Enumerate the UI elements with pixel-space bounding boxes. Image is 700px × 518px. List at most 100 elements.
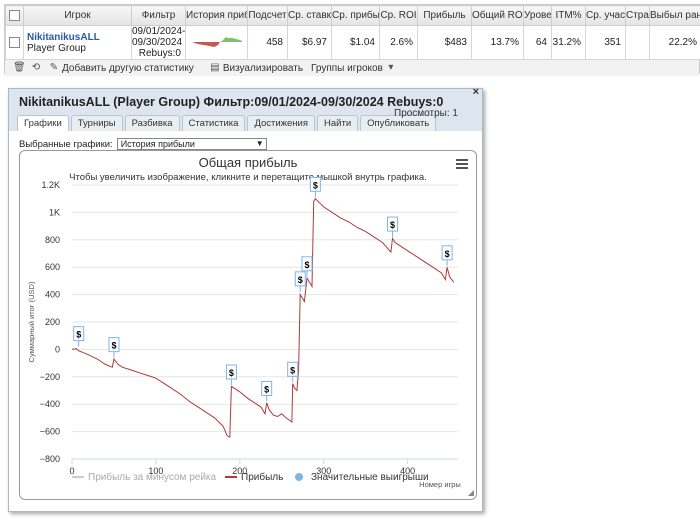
tab-tournaments[interactable]: Турниры bbox=[70, 115, 123, 131]
chart-container[interactable]: Общая прибыль Чтобы увеличить изображени… bbox=[19, 150, 477, 500]
tab-publish[interactable]: Опубликовать bbox=[360, 115, 437, 131]
big-win-marker-label: $ bbox=[264, 384, 269, 394]
player-name-link[interactable]: NikitanikusALL bbox=[27, 31, 100, 43]
y-tick-label: −200 bbox=[40, 372, 60, 382]
tab-statistics[interactable]: Статистика bbox=[181, 115, 246, 131]
filter-cell: 09/01/2024- 09/30/2024 Rebuys:0 bbox=[131, 25, 186, 60]
y-tick-label: −400 bbox=[40, 399, 60, 409]
tab-achievements[interactable]: Достижения bbox=[247, 115, 316, 131]
player-groups-dropdown[interactable]: Группы игроков ▾ bbox=[311, 63, 396, 74]
avg-stake-cell: $6.97 bbox=[287, 25, 332, 60]
big-win-marker bbox=[287, 361, 299, 377]
filter-line: 09/01/2024- bbox=[132, 26, 186, 38]
table-toolbar: 🗑 ⟲ ✎ Добавить другую статистику ▤ Визуа… bbox=[5, 60, 699, 76]
chart-select-value: История прибыли bbox=[120, 139, 195, 149]
chevron-down-icon: ▾ bbox=[388, 62, 394, 73]
level-cell: 64 bbox=[523, 25, 552, 60]
big-win-marker-label: $ bbox=[304, 260, 309, 270]
table-header-row: Игрок Фильтр История прибыли Подсчет Ср.… bbox=[5, 5, 700, 26]
select-all-checkbox[interactable] bbox=[9, 9, 20, 21]
chart-subtitle: Чтобы увеличить изображение, кликните и … bbox=[69, 172, 427, 183]
header-avg-entrants[interactable]: Ср. участники bbox=[585, 5, 626, 26]
legend-item-label: Прибыль bbox=[241, 471, 283, 483]
x-axis-title: Номер игры bbox=[419, 480, 461, 489]
dialog-tabs: Графики Турниры Разбивка Статистика Дост… bbox=[9, 115, 482, 131]
x-tick-label: 0 bbox=[69, 466, 74, 476]
header-select-all[interactable] bbox=[5, 5, 24, 26]
row-checkbox[interactable] bbox=[9, 36, 20, 48]
dialog-title: NikitanikusALL (Player Group) Фильтр:09/… bbox=[19, 95, 444, 109]
views-count: Просмотры: 1 bbox=[394, 108, 458, 119]
filter-line: 09/30/2024 bbox=[132, 37, 183, 48]
avg-entrants-cell: 351 bbox=[585, 25, 626, 60]
x-tick-label: 200 bbox=[232, 466, 247, 476]
big-win-marker bbox=[225, 364, 237, 380]
count-cell: 458 bbox=[247, 25, 288, 60]
header-filter[interactable]: Фильтр bbox=[131, 5, 186, 26]
chart-title: Общая прибыль bbox=[198, 155, 298, 170]
big-win-marker bbox=[309, 176, 321, 192]
y-tick-label: −800 bbox=[40, 454, 60, 464]
header-profit-history[interactable]: История прибыли bbox=[185, 5, 248, 26]
refresh-icon[interactable]: ⟲ bbox=[31, 62, 41, 73]
selected-charts-label: Выбранные графики: bbox=[19, 138, 113, 150]
big-win-marker bbox=[294, 271, 306, 287]
big-win-marker bbox=[261, 380, 273, 396]
avg-roi-cell: 2.6% bbox=[379, 25, 418, 60]
header-level[interactable]: Уровень bbox=[523, 5, 552, 26]
big-win-marker-label: $ bbox=[229, 368, 234, 378]
profit-cell: $483 bbox=[417, 25, 472, 60]
country-cell bbox=[625, 25, 650, 60]
early-out-cell: 22.2% bbox=[649, 25, 700, 60]
big-win-marker bbox=[387, 216, 399, 232]
header-count[interactable]: Подсчет bbox=[247, 5, 288, 26]
player-groups-label: Группы игроков bbox=[311, 62, 383, 74]
close-icon[interactable]: × bbox=[472, 86, 479, 98]
tab-find[interactable]: Найти bbox=[317, 115, 359, 131]
big-win-marker-label: $ bbox=[290, 365, 295, 375]
y-tick-label: 800 bbox=[45, 235, 60, 245]
add-stats-label: Добавить другую статистику bbox=[62, 62, 194, 74]
visualize-button[interactable]: ▤ Визуализировать bbox=[210, 63, 303, 74]
player-dialog: NikitanikusALL (Player Group) Фильтр:09/… bbox=[8, 86, 483, 512]
header-country[interactable]: Страна bbox=[625, 5, 650, 26]
big-win-marker-label: $ bbox=[298, 275, 303, 285]
chart-select[interactable]: История прибыли ▼ bbox=[116, 138, 267, 150]
header-early-out[interactable]: Выбыл ранее bbox=[649, 5, 700, 26]
big-win-marker-label: $ bbox=[313, 180, 318, 190]
resize-handle-icon[interactable]: ◢ bbox=[467, 488, 474, 497]
profit-series-line bbox=[71, 197, 455, 438]
chart-icon: ▤ bbox=[210, 62, 220, 73]
filter-line: Rebuys:0 bbox=[138, 48, 181, 59]
big-win-marker-label: $ bbox=[76, 330, 81, 340]
big-win-marker-label: $ bbox=[111, 341, 116, 351]
add-stats-button[interactable]: ✎ Добавить другую статистику bbox=[49, 63, 194, 74]
profit-history-sparkline-cell[interactable] bbox=[185, 25, 248, 60]
header-player[interactable]: Игрок bbox=[23, 5, 132, 26]
tab-breakdown[interactable]: Разбивка bbox=[124, 115, 180, 131]
avg-profit-cell: $1.04 bbox=[331, 25, 380, 60]
header-avg-roi[interactable]: Ср. ROI bbox=[379, 5, 418, 26]
x-tick-label: 100 bbox=[148, 466, 163, 476]
visualize-label: Визуализировать bbox=[222, 62, 304, 74]
total-roi-cell: 13.7% bbox=[471, 25, 524, 60]
tab-charts[interactable]: Графики bbox=[17, 115, 69, 131]
profit-history-sparkline[interactable] bbox=[188, 26, 246, 56]
header-total-roi[interactable]: Общий ROI bbox=[471, 5, 524, 26]
header-itm[interactable]: ITM% bbox=[551, 5, 586, 26]
player-cell: NikitanikusALL Player Group bbox=[23, 25, 132, 60]
x-tick-label: 300 bbox=[316, 466, 331, 476]
profit-chart[interactable]: −800 −600 −400 −200 0 200 400 600 800 1K 1.2K 0 100 2… bbox=[20, 151, 476, 499]
wrench-icon: ✎ bbox=[49, 62, 59, 73]
header-profit[interactable]: Прибыль bbox=[417, 5, 472, 26]
y-tick-label: 400 bbox=[45, 290, 60, 300]
header-avg-profit[interactable]: Ср. прибыль bbox=[331, 5, 380, 26]
y-tick-label: 1K bbox=[49, 207, 60, 217]
legend-item-label: Прибыль за минусом рейка bbox=[88, 471, 217, 483]
chart-selector-row: Выбранные графики: История прибыли ▼ bbox=[19, 138, 267, 150]
dialog-header: NikitanikusALL (Player Group) Фильтр:09/… bbox=[9, 86, 482, 119]
hamburger-menu-icon[interactable] bbox=[456, 159, 468, 171]
big-win-marker bbox=[441, 245, 453, 261]
header-avg-stake[interactable]: Ср. ставка bbox=[287, 5, 332, 26]
trash-icon[interactable]: 🗑 bbox=[13, 62, 26, 73]
